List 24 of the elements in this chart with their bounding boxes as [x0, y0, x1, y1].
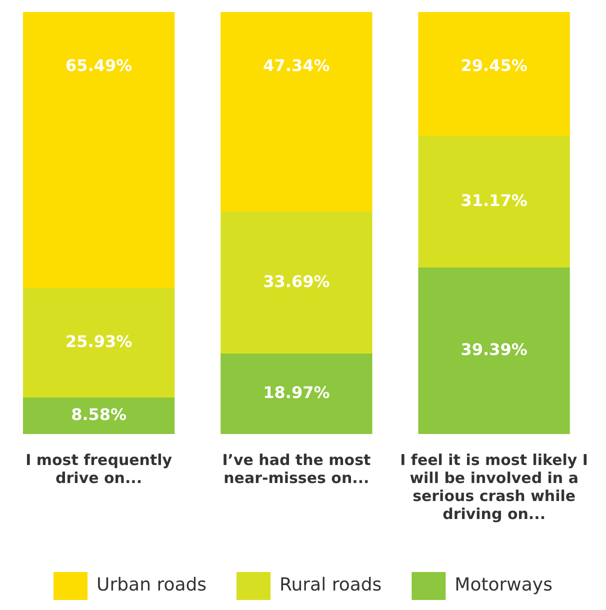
bar [418, 136, 570, 268]
data-label: 29.45% [460, 56, 528, 76]
bar [22, 288, 175, 398]
data-label: 25.93% [65, 332, 132, 352]
data-label: 47.34% [263, 56, 330, 76]
x-tick-label: I most frequently drive on... [26, 450, 172, 487]
bar [22, 397, 175, 434]
data-label: 8.58% [71, 405, 127, 424]
data-label: 39.39% [460, 340, 528, 360]
data-label: 18.97% [263, 383, 330, 402]
bar [22, 12, 175, 289]
bar [220, 211, 372, 354]
bar [220, 12, 372, 212]
data-label: 33.69% [263, 272, 330, 292]
data-label: 65.49% [65, 56, 132, 76]
bar [220, 354, 372, 434]
bar [418, 267, 570, 434]
legend-label: Urban roads [96, 574, 207, 596]
legend-label: Rural roads [280, 574, 382, 596]
x-tick-label: I feel it is most likely I will be involved in a serious crash while driving on... [400, 450, 588, 523]
x-tick-label: I’ve had the most near-misses on... [222, 450, 371, 487]
legend-label: Motorways [454, 574, 552, 596]
data-label: 31.17% [460, 191, 528, 210]
bar [418, 12, 570, 137]
